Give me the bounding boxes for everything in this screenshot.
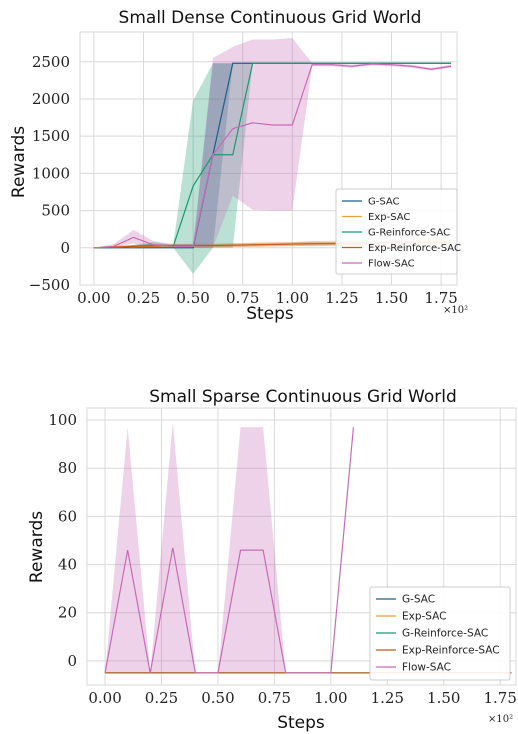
y-tick-label: 1000 [32,164,70,182]
y-tick-label: 100 [48,411,77,429]
y-tick-label: 500 [41,202,70,220]
y-axis-label: Rewards [27,511,47,583]
legend: G-SAC Exp-SAC G-Reinforce-SAC Exp-Reinforce… [335,188,461,275]
series-line-flow-sac [104,427,355,674]
y-tick-label: 2500 [32,53,70,71]
legend-entry: G-Reinforce-SAC [368,228,450,239]
confidence-band-flow-sac [93,37,452,248]
legend-entry: G-SAC [368,197,400,208]
y-tick-label: 1500 [32,127,70,145]
x-tick-label: 1.00 [314,689,347,707]
legend-box [335,188,458,275]
x-tick-label: 0.25 [127,289,160,307]
x-tick-label: 0.00 [77,289,110,307]
confidence-band-flow-sac [105,422,354,673]
x-tick-label: 0.25 [145,689,178,707]
x-tick-label: 0.50 [201,689,234,707]
x-tick-label: 0.75 [226,289,259,307]
x-tick-label: 0.00 [88,689,121,707]
legend-entry: Exp-Reinforce-SAC [402,645,500,657]
x-axis-label: Steps [277,713,325,733]
x-tick-label: 1.50 [375,289,408,307]
legend-entry: Flow-SAC [368,259,415,270]
confidence-band-g-reinforce-sac [93,63,452,274]
x-tick-label: 1.00 [276,289,309,307]
legend-entry: Flow-SAC [402,662,451,674]
x-tick-label: 1.75 [483,689,516,707]
legend: G-SAC Exp-SAC G-Reinforce-SAC Exp-Reinforce… [369,586,511,681]
legend-entry: Exp-Reinforce-SAC [368,243,461,254]
x-axis-multiplier: ×10² [443,305,468,316]
chart-title: Small Sparse Continuous Grid World [149,387,457,407]
x-tick-label: 1.25 [371,689,404,707]
y-axis-label: Rewards [9,126,29,198]
y-tick-label: 80 [58,459,77,477]
x-tick-label: 1.25 [325,289,358,307]
plot-frame [79,31,458,286]
y-tick-label: 0 [60,239,70,257]
plot-frame [86,407,517,686]
sparse-rewards-chart: Small Sparse Continuous Grid World 0.00 0… [27,387,517,733]
y-tick-label: 20 [58,604,77,622]
dense-rewards-chart: Small Dense Continuous Grid World 0.00 0.… [9,8,468,324]
x-tick-label: 1.50 [427,689,460,707]
x-tick-label: 0.50 [176,289,209,307]
series-line-flow-sac [93,63,452,249]
y-tick-label: −500 [29,276,70,294]
y-tick-label: 40 [58,556,77,574]
x-axis-multiplier: ×10² [488,714,513,725]
y-tick-label: 2000 [32,90,70,108]
legend-box [369,586,511,681]
grid [80,32,457,286]
legend-entry: Exp-SAC [368,212,410,223]
legend-entry: Exp-SAC [402,611,447,623]
y-tick-label: 60 [58,507,77,525]
chart-title: Small Dense Continuous Grid World [119,8,422,28]
y-tick-label: 0 [67,652,77,670]
grid [87,408,516,685]
x-tick-label: 0.75 [258,689,291,707]
legend-entry: G-SAC [402,594,435,606]
x-axis-label: Steps [246,304,294,324]
x-tick-label: 1.75 [424,289,457,307]
legend-entry: G-Reinforce-SAC [402,628,488,640]
